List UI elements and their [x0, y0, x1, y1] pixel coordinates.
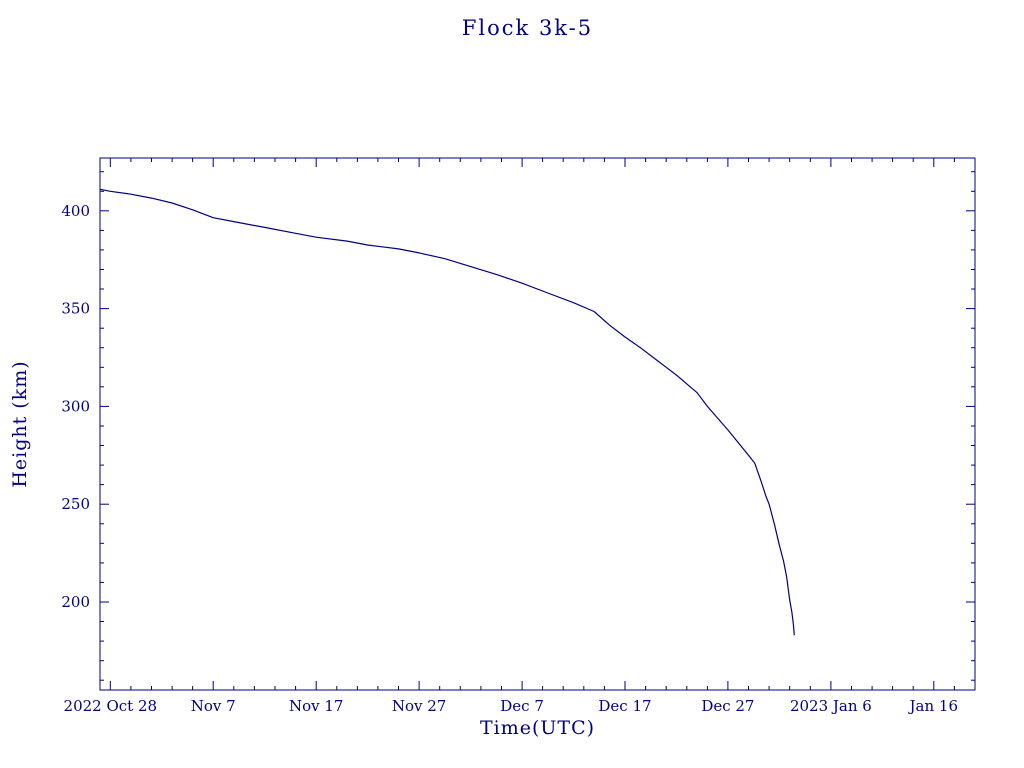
x-tick-label: Dec 17	[598, 697, 651, 715]
chart-title: Flock 3k-5	[461, 16, 594, 40]
x-tick-label: Dec 27	[701, 697, 754, 715]
y-tick-label: 200	[61, 593, 90, 611]
x-tick-label: Nov 17	[289, 697, 344, 715]
x-tick-label: 2022 Oct 28	[64, 697, 158, 715]
x-tick-label: Nov 27	[392, 697, 447, 715]
y-tick-label: 250	[61, 495, 90, 513]
data-line	[99, 188, 795, 636]
plot-box	[99, 157, 976, 691]
x-tick-label: Jan 16	[908, 697, 958, 715]
x-tick-label: Dec 7	[500, 697, 544, 715]
x-axis-label: Time(UTC)	[479, 717, 596, 739]
x-tick-label: 2023 Jan 6	[790, 697, 872, 715]
y-tick-label: 350	[61, 300, 90, 318]
y-tick-label: 300	[61, 397, 90, 415]
y-tick-label: 400	[61, 202, 90, 220]
x-tick-label: Nov 7	[191, 697, 236, 715]
